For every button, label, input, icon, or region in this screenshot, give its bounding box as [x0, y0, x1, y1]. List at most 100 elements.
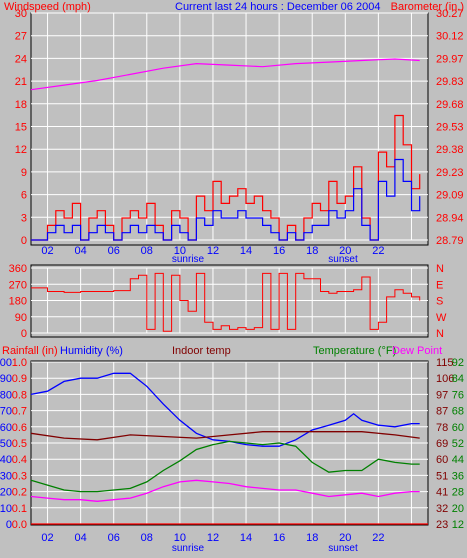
- right-tick-label: W: [436, 312, 447, 324]
- sunset-label-top: sunset: [328, 254, 358, 265]
- left-tick-label: 0.7: [12, 406, 27, 418]
- x-tick-label: 10: [174, 532, 186, 544]
- x-tick-label: 14: [240, 532, 252, 544]
- humidity-tick-label: 30: [0, 470, 12, 482]
- humidity-tick-label: 100: [0, 357, 12, 369]
- x-tick-label: 12: [207, 532, 219, 544]
- left-tick-label: 90: [15, 312, 27, 324]
- x-tick-label: 22: [372, 532, 384, 544]
- left-tick-label: 0.8: [12, 389, 27, 401]
- temperature-axis-title: Temperature (°F): [313, 345, 396, 357]
- humidity-tick-label: 60: [0, 422, 12, 434]
- direction-left-ticks: 0 90 180 270 360: [9, 263, 27, 340]
- barometer-right-ticks: 28.79 28.94 29.09 29.23 29.38 29.53 29.68 29.83…: [436, 8, 464, 247]
- x-tick-label: 02: [41, 245, 53, 257]
- wind-x-ticks: 02 04 06 08 10 12 14 16 18 20 22: [41, 245, 384, 257]
- left-tick-label: 0: [21, 235, 27, 247]
- right-tick-label: E: [436, 279, 443, 291]
- left-tick-label: 0.9: [12, 373, 27, 385]
- left-tick-label: 0.3: [12, 470, 27, 482]
- left-tick-label: 21: [15, 76, 27, 88]
- right-tick-label: 60: [436, 454, 448, 466]
- left-tick-label: 6: [21, 190, 27, 202]
- temperature-tick-label: 60: [452, 422, 464, 434]
- left-tick-label: 270: [9, 279, 27, 291]
- barometer-axis-title: Barometer (in.): [391, 1, 464, 13]
- direction-series: [31, 272, 421, 332]
- humidity-tick-label: 10: [0, 503, 12, 515]
- right-tick-label: 87: [436, 406, 448, 418]
- left-tick-label: 360: [9, 263, 27, 275]
- left-tick-label: 0: [21, 328, 27, 340]
- x-tick-label: 06: [108, 245, 120, 257]
- x-tick-label: 08: [141, 532, 153, 544]
- left-tick-label: 0.6: [12, 422, 27, 434]
- temperature-tick-label: 76: [452, 389, 464, 401]
- x-tick-label: 16: [273, 532, 285, 544]
- x-tick-label: 20: [339, 532, 351, 544]
- right-tick-label: 106: [436, 373, 454, 385]
- x-tick-label: 20: [339, 245, 351, 257]
- wind-line: [31, 114, 421, 241]
- humidity-tick-label: 80: [0, 389, 12, 401]
- left-tick-label: 18: [15, 99, 27, 111]
- chart-period-title: Current last 24 hours : December 06 2004: [175, 1, 380, 13]
- left-tick-label: 0.5: [12, 438, 27, 450]
- left-tick-label: 0.1: [12, 503, 27, 515]
- x-tick-label: 06: [108, 532, 120, 544]
- right-tick-label: 30.27: [436, 8, 464, 20]
- right-tick-label: 29.38: [436, 144, 464, 156]
- humidity-tick-label: 40: [0, 454, 12, 466]
- left-tick-label: 15: [15, 122, 27, 134]
- right-tick-label: 23: [436, 519, 448, 531]
- right-tick-label: 115: [436, 357, 454, 369]
- right-tick-label: 29.83: [436, 76, 464, 88]
- right-tick-label: 78: [436, 422, 448, 434]
- temperature-tick-label: 84: [452, 373, 464, 385]
- left-tick-label: 27: [15, 31, 27, 43]
- humidity-line: [30, 372, 420, 447]
- direction-grid: [31, 267, 428, 334]
- left-tick-label: 30: [15, 8, 27, 20]
- indoor-line: [30, 431, 420, 441]
- temperature-tick-label: 44: [452, 454, 464, 466]
- wind-series: [30, 58, 421, 241]
- right-tick-label: 29.09: [436, 190, 464, 202]
- temp-x-ticks: 02 04 06 08 10 12 14 16 18 20 22: [41, 532, 384, 544]
- gust-line: [31, 158, 421, 241]
- left-tick-label: 1.0: [12, 357, 27, 369]
- wind-left-ticks: 0 3 6 9 12 15 18 21 24 27 30: [15, 8, 27, 247]
- sunset-label-bottom: sunset: [328, 543, 358, 554]
- x-tick-label: 10: [174, 245, 186, 257]
- temperature-tick-label: 92: [452, 357, 464, 369]
- right-tick-label: 29.23: [436, 167, 464, 179]
- humidity-tick-label: 50: [0, 438, 12, 450]
- temperature-tick-label: 20: [452, 503, 464, 515]
- indoor-temp-title: Indoor temp: [172, 345, 231, 357]
- right-tick-label: 28.79: [436, 235, 464, 247]
- humidity-tick-label: 0: [6, 519, 12, 531]
- temperature-tick-label: 28: [452, 487, 464, 499]
- direction-line: [31, 272, 421, 332]
- left-tick-label: 3: [21, 212, 27, 224]
- temp-grid: [31, 361, 428, 525]
- sunrise-label-bottom: sunrise: [172, 543, 205, 554]
- right-tick-label: 97: [436, 389, 448, 401]
- left-tick-label: 24: [15, 53, 27, 65]
- sunrise-label-top: sunrise: [172, 254, 205, 265]
- left-tick-label: 180: [9, 296, 27, 308]
- temperature-tick-label: 36: [452, 470, 464, 482]
- right-tick-label: 29.53: [436, 122, 464, 134]
- temperature-tick-label: 52: [452, 438, 464, 450]
- x-tick-label: 18: [306, 532, 318, 544]
- left-tick-label: 12: [15, 144, 27, 156]
- right-tick-label: 29.97: [436, 53, 464, 65]
- temp-right-ticks: 23 32 41 51 60 69 78 87 97 106 115 12 20 28 36 44 52 60 68…: [436, 357, 464, 531]
- x-tick-label: 14: [240, 245, 252, 257]
- humidity-tick-label: 20: [0, 487, 12, 499]
- temp-series: [30, 372, 428, 525]
- right-tick-label: 30.12: [436, 31, 464, 43]
- right-tick-label: N: [436, 328, 444, 340]
